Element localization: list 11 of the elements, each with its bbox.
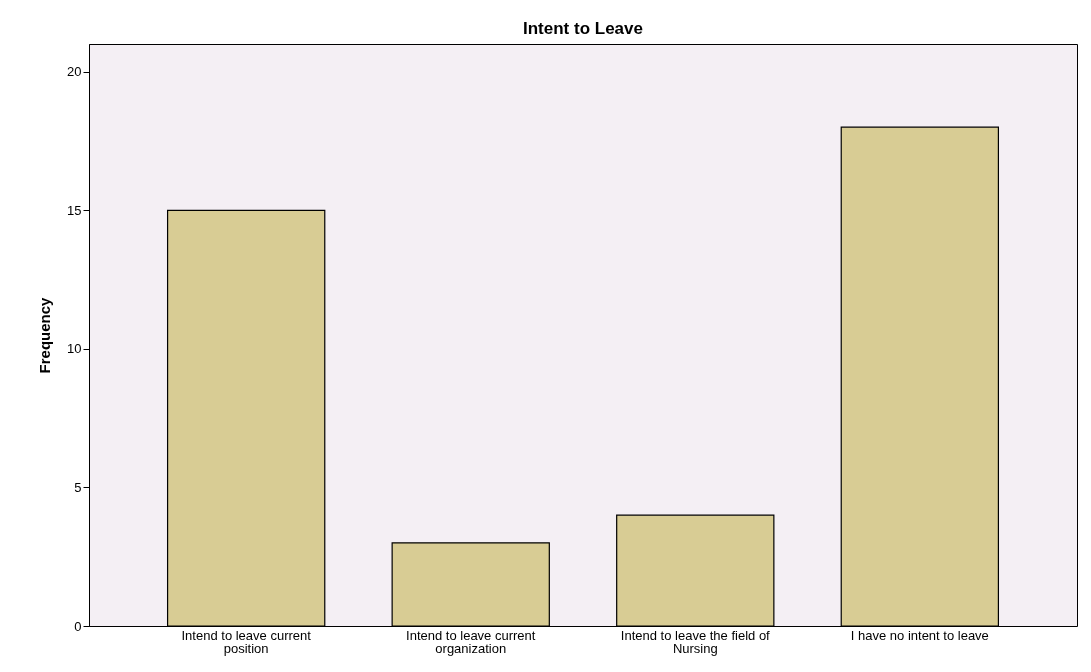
x-tick-label: Intend to leave the field of Nursing	[620, 627, 771, 656]
chart-title: Intent to Leave	[523, 19, 643, 38]
y-axis-title: Frequency	[36, 296, 54, 374]
x-tick-label: Intend to leave current position	[181, 627, 312, 656]
y-tick-label: 0	[74, 618, 82, 634]
y-tick-label: 5	[74, 479, 82, 495]
y-tick-label: 15	[67, 202, 82, 218]
y-tick-label: 10	[67, 341, 82, 357]
y-tick-label: 20	[67, 64, 82, 80]
x-tick-label: Intend to leave current organization	[406, 627, 536, 656]
x-tick-label: I have no intent to leave	[850, 627, 989, 643]
